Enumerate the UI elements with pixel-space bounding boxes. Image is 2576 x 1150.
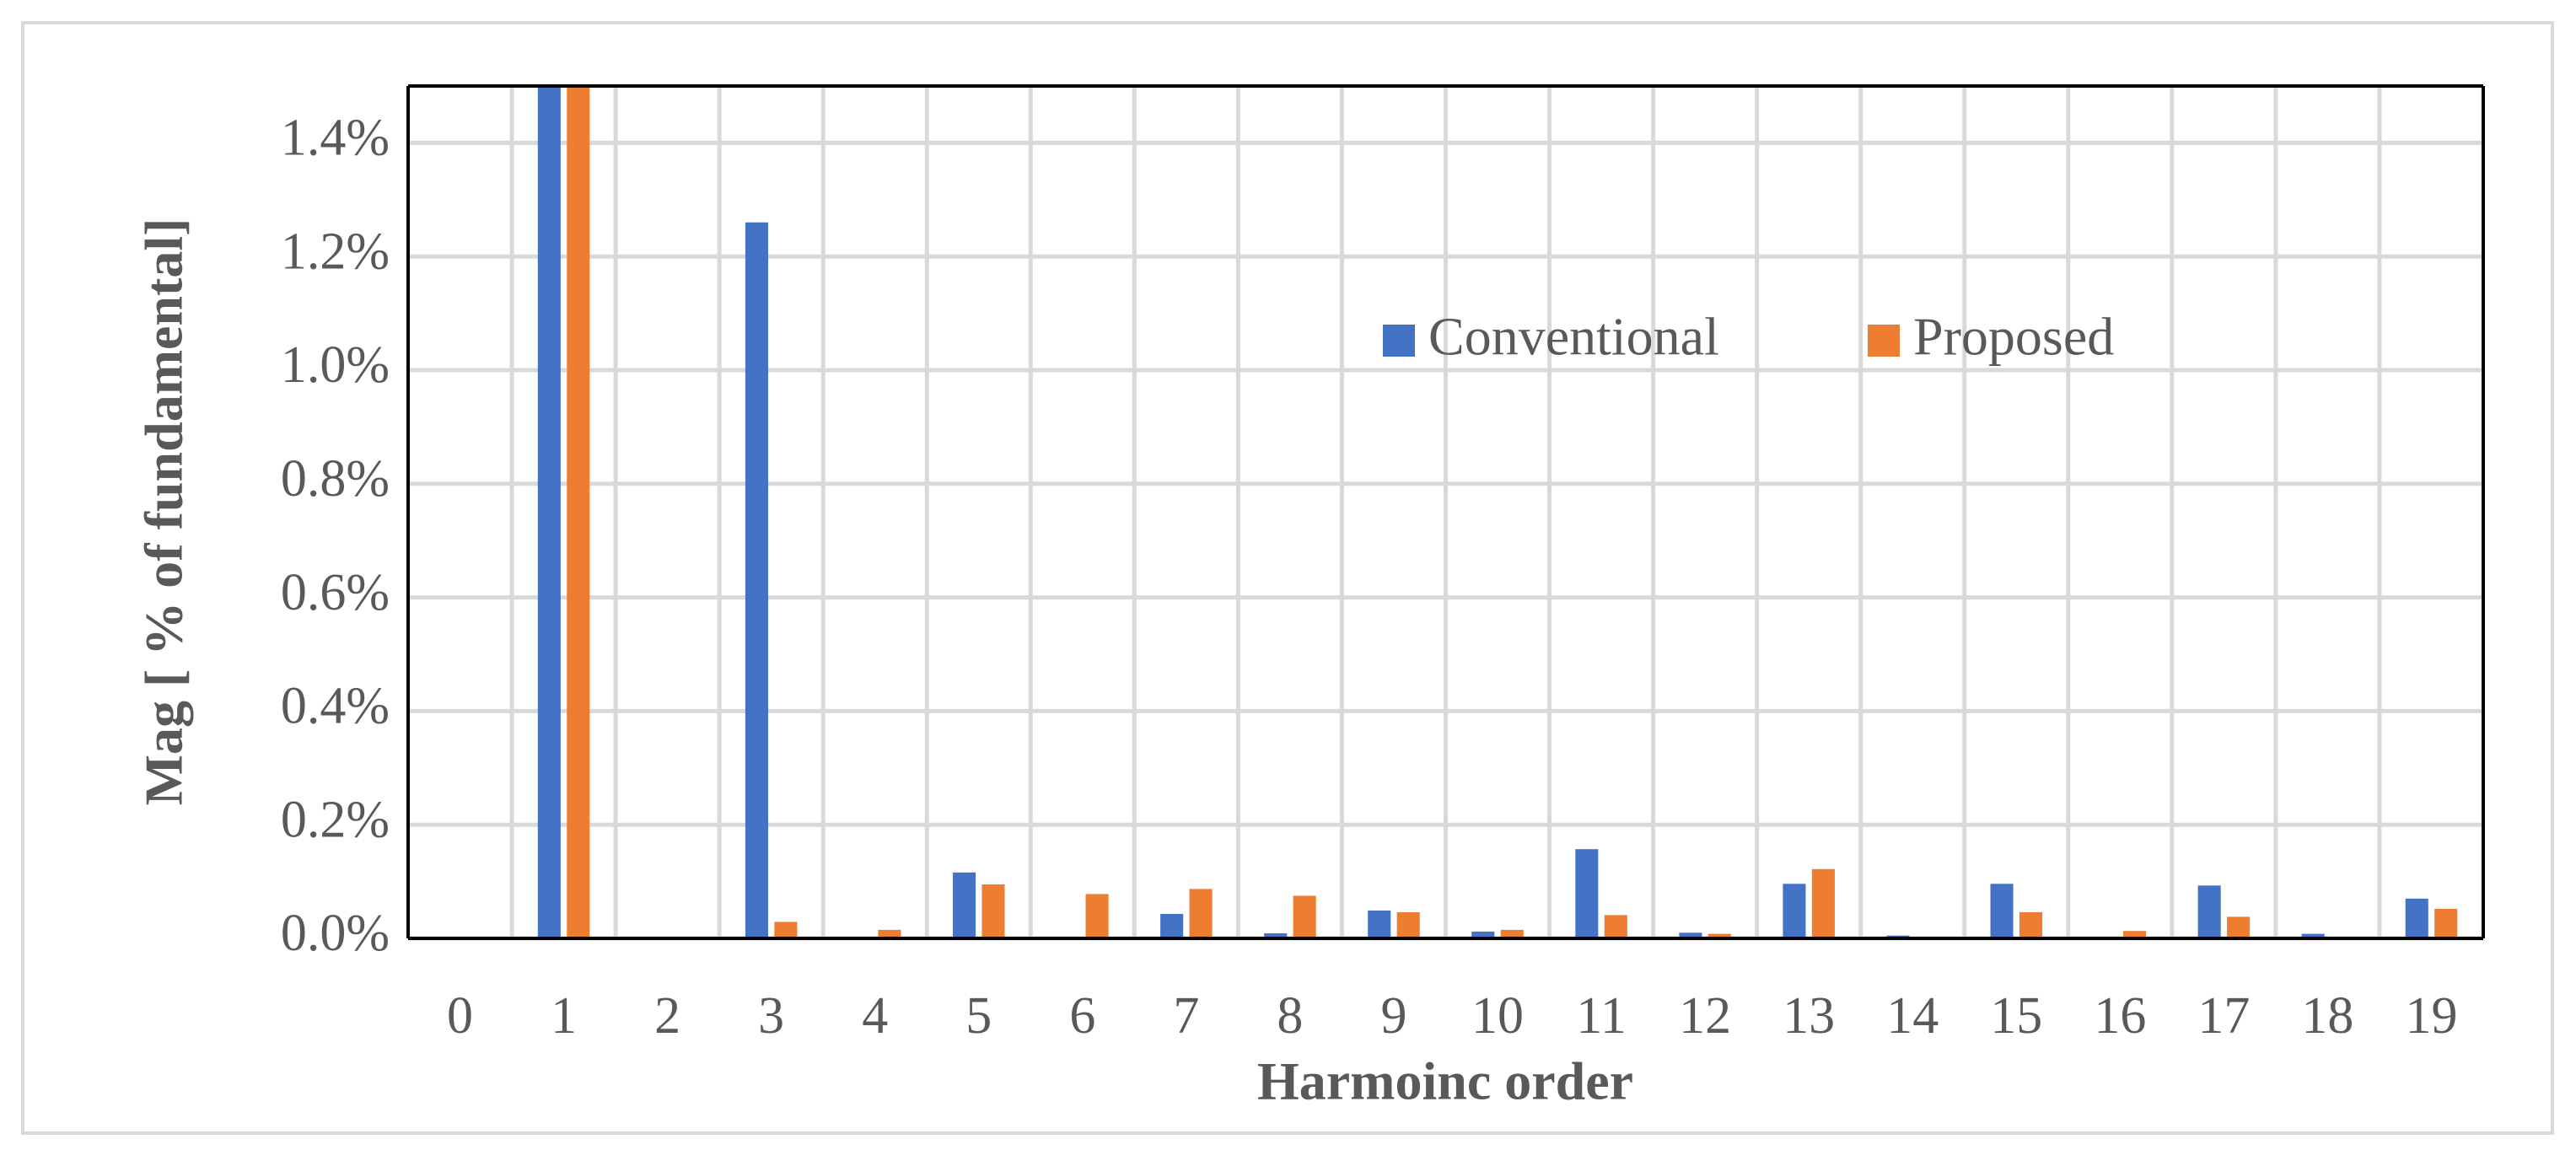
x-tick-label: 0: [447, 987, 473, 1045]
bar: [1811, 868, 1835, 938]
legend-label: Proposed: [1913, 307, 2114, 367]
bar: [567, 86, 590, 938]
bar: [2019, 911, 2043, 938]
bar: [1783, 884, 1806, 938]
bar: [1264, 932, 1288, 938]
bar: [2301, 933, 2325, 938]
bar: [2197, 885, 2221, 938]
x-tick-label: 2: [654, 987, 680, 1045]
x-tick-label: 3: [758, 987, 784, 1045]
x-tick-label: 16: [2094, 987, 2146, 1045]
x-tick-label: 9: [1380, 987, 1406, 1045]
x-axis-title: Harmoinc order: [1257, 1051, 1633, 1111]
bar: [1604, 915, 1627, 938]
bar: [1368, 910, 1391, 938]
bar: [2405, 898, 2428, 938]
bar: [1500, 929, 1524, 938]
x-tick-label: 13: [1783, 987, 1835, 1045]
x-tick-label: 10: [1471, 987, 1524, 1045]
x-tick-label: 6: [1069, 987, 1095, 1045]
y-axis-title: Mag [ % of fundamental]: [134, 218, 194, 806]
bar: [1679, 932, 1702, 938]
bar: [1160, 914, 1184, 938]
bar: [1990, 884, 2014, 938]
x-tick-label: 4: [862, 987, 888, 1045]
y-tick-label: 0.4%: [281, 678, 390, 735]
x-tick-label: 5: [965, 987, 992, 1045]
x-tick-label: 15: [1990, 987, 2042, 1045]
y-tick-label: 1.4%: [281, 110, 390, 167]
y-tick-label: 0.8%: [281, 450, 390, 508]
bar: [2434, 908, 2458, 938]
y-tick-label: 0.2%: [281, 791, 390, 848]
x-tick-label: 11: [1576, 987, 1627, 1045]
y-tick-label: 1.0%: [281, 336, 390, 394]
bar: [1575, 849, 1599, 938]
x-tick-label: 8: [1277, 987, 1303, 1045]
legend-swatch: [1868, 325, 1900, 357]
legend-label: Conventional: [1428, 307, 1719, 367]
bar: [537, 86, 561, 938]
x-tick-label: 14: [1886, 987, 1939, 1045]
bar: [1396, 911, 1420, 938]
bar: [774, 922, 798, 938]
x-tick-label: 19: [2405, 987, 2457, 1045]
bar: [981, 884, 1005, 938]
bar: [878, 929, 901, 938]
bar: [1189, 889, 1213, 938]
x-tick-label: 1: [551, 987, 577, 1045]
x-tick-label: 17: [2197, 987, 2250, 1045]
legend-swatch: [1383, 325, 1415, 357]
x-tick-label: 18: [2301, 987, 2353, 1045]
bar: [953, 872, 976, 938]
y-tick-label: 1.2%: [281, 223, 390, 280]
chart-frame: [21, 21, 2554, 1135]
y-tick-label: 0.6%: [281, 564, 390, 621]
bar: [2123, 931, 2147, 938]
grid: [408, 86, 2483, 941]
y-tick-label: 0.0%: [281, 905, 390, 962]
bar: [745, 222, 768, 938]
bar: [1707, 933, 1731, 938]
bar: [1293, 895, 1316, 938]
foreground: 0.0%0.2%0.4%0.6%0.8%1.0%1.2%1.4%0 1 2 3 4 5 6 7…: [281, 84, 2485, 1045]
x-tick-label: 7: [1173, 987, 1199, 1045]
bar: [2227, 916, 2251, 938]
bar: [1471, 931, 1495, 938]
bar: [1085, 894, 1109, 938]
bars: [537, 86, 2458, 938]
x-tick-label: 12: [1679, 987, 1731, 1045]
